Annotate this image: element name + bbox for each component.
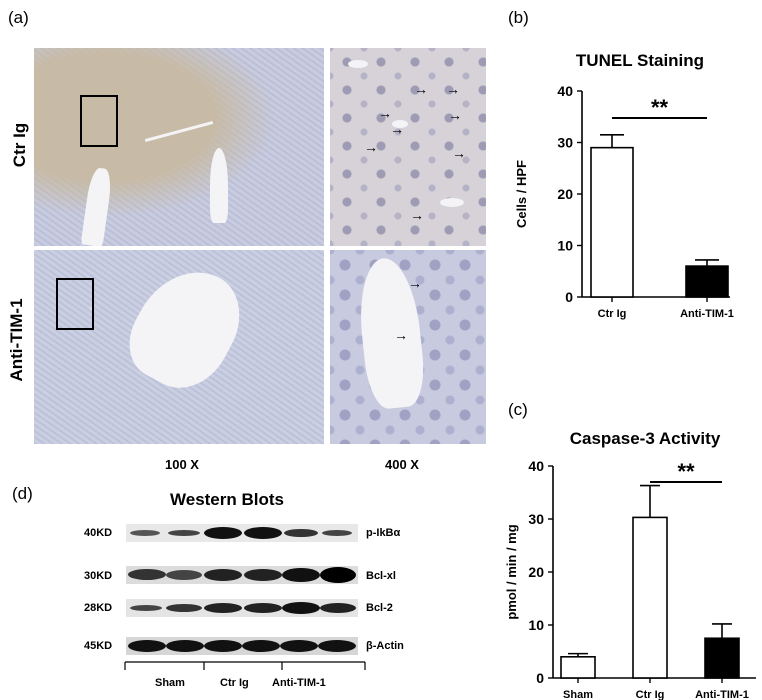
x-tick-label: Ctr Ig xyxy=(636,689,665,700)
panel-d-letter: (d) xyxy=(12,484,33,503)
micrograph-ctr-ig-400x: → → → → → → → → xyxy=(330,48,486,246)
y-axis-label: pmol / min / mg xyxy=(504,524,519,619)
arrow-icon: → xyxy=(390,121,404,137)
micrograph-anti-tim-1-100x xyxy=(34,250,324,444)
blot-band xyxy=(168,530,200,536)
significance-marker: ** xyxy=(677,459,695,484)
blot-protein-label: p-IkBα xyxy=(366,527,401,539)
blot-band xyxy=(320,567,356,583)
blot-protein-label: Bcl-xl xyxy=(366,570,396,582)
vessel-shape xyxy=(210,148,228,223)
y-tick-label: 0 xyxy=(536,670,544,686)
caspase-chart: Caspase-3 Activity pmol / min / mg 0 10 20 30… xyxy=(504,429,756,700)
magnification-label-100x: 100 X xyxy=(165,457,199,472)
blot-band xyxy=(282,602,320,614)
arrow-icon: → xyxy=(448,107,462,123)
panel-c-letter: (c) xyxy=(508,400,528,419)
blot-kd-label: 28KD xyxy=(84,602,113,614)
blot-band xyxy=(166,640,204,652)
chart-title: Caspase-3 Activity xyxy=(570,429,721,448)
blot-band xyxy=(320,603,356,613)
blot-band xyxy=(204,527,242,539)
bar xyxy=(685,265,729,298)
blot-band xyxy=(128,569,166,580)
y-axis-label: Cells / HPF xyxy=(514,160,529,228)
blot-band xyxy=(322,530,352,536)
micrograph-anti-tim-1-400x: → → xyxy=(330,250,486,444)
micrograph-ctr-ig-100x xyxy=(34,48,324,246)
blot-band xyxy=(282,568,320,582)
blot-band xyxy=(204,603,242,613)
blot-row xyxy=(126,566,358,584)
vessel-shape xyxy=(392,120,408,128)
y-tick-label: 40 xyxy=(557,83,573,99)
inset-box xyxy=(56,278,94,330)
arrow-icon: → xyxy=(452,145,466,161)
arrow-icon: → xyxy=(378,105,392,121)
blot-kd-label: 40KD xyxy=(84,527,113,539)
bar xyxy=(632,516,668,679)
bar xyxy=(590,146,634,298)
blot-band xyxy=(128,640,166,652)
blot-band xyxy=(244,527,282,539)
panel-a-letter: (a) xyxy=(8,8,29,27)
western-blots-title: Western Blots xyxy=(170,490,284,509)
arrow-icon: → xyxy=(446,81,460,97)
arrow-icon: → xyxy=(364,139,378,155)
blot-band xyxy=(280,640,318,652)
blot-band xyxy=(130,605,162,611)
y-tick-label: 40 xyxy=(528,458,544,474)
vessel-shape xyxy=(440,198,464,207)
inset-box xyxy=(80,95,118,147)
blot-protein-label: Bcl-2 xyxy=(366,602,393,614)
chart-title: TUNEL Staining xyxy=(576,51,704,70)
x-tick-label: Ctr Ig xyxy=(598,308,627,320)
blot-row xyxy=(126,637,358,655)
x-tick-label: Anti-TIM-1 xyxy=(695,689,749,700)
arrow-icon: → xyxy=(394,327,408,343)
blot-band xyxy=(166,604,202,612)
blot-group-label-ctr-ig: Ctr Ig xyxy=(220,677,249,689)
significance-marker: ** xyxy=(651,95,669,120)
blot-band xyxy=(318,640,356,652)
blot-protein-label: β-Actin xyxy=(366,640,404,652)
blot-band xyxy=(284,529,318,537)
arrow-icon: → xyxy=(408,275,422,291)
y-tick-label: 10 xyxy=(528,617,544,633)
panel-b-letter: (b) xyxy=(508,8,529,27)
blot-kd-label: 30KD xyxy=(84,570,113,582)
blot-band xyxy=(130,530,160,536)
arrow-icon: → xyxy=(414,81,428,97)
y-tick-label: 10 xyxy=(557,238,573,254)
blot-row xyxy=(126,599,358,617)
blot-group-label-sham: Sham xyxy=(155,677,185,689)
x-tick-label: Sham xyxy=(563,689,593,700)
y-tick-label: 30 xyxy=(528,511,544,527)
vessel-shape xyxy=(348,60,368,68)
blot-band xyxy=(204,569,242,581)
y-tick-label: 0 xyxy=(565,289,573,305)
blot-group-label-anti-tim-1: Anti-TIM-1 xyxy=(272,677,326,689)
blot-band xyxy=(242,640,280,652)
magnification-label-400x: 400 X xyxy=(385,457,419,472)
blot-band xyxy=(244,603,282,613)
blot-band xyxy=(166,570,202,580)
tunel-chart: TUNEL Staining Cells / HPF 0 10 20 30 40 Ctr Ig… xyxy=(514,51,734,320)
y-tick-label: 20 xyxy=(528,564,544,580)
blot-kd-label: 45KD xyxy=(84,640,113,652)
blot-row xyxy=(126,524,358,542)
blot-band xyxy=(204,640,242,652)
group-bracket xyxy=(124,661,366,670)
blot-band xyxy=(244,569,282,581)
y-tick-label: 20 xyxy=(557,186,573,202)
y-tick-label: 30 xyxy=(557,135,573,151)
arrow-icon: → xyxy=(410,207,424,223)
bar xyxy=(704,637,740,679)
x-tick-label: Anti-TIM-1 xyxy=(680,308,734,320)
